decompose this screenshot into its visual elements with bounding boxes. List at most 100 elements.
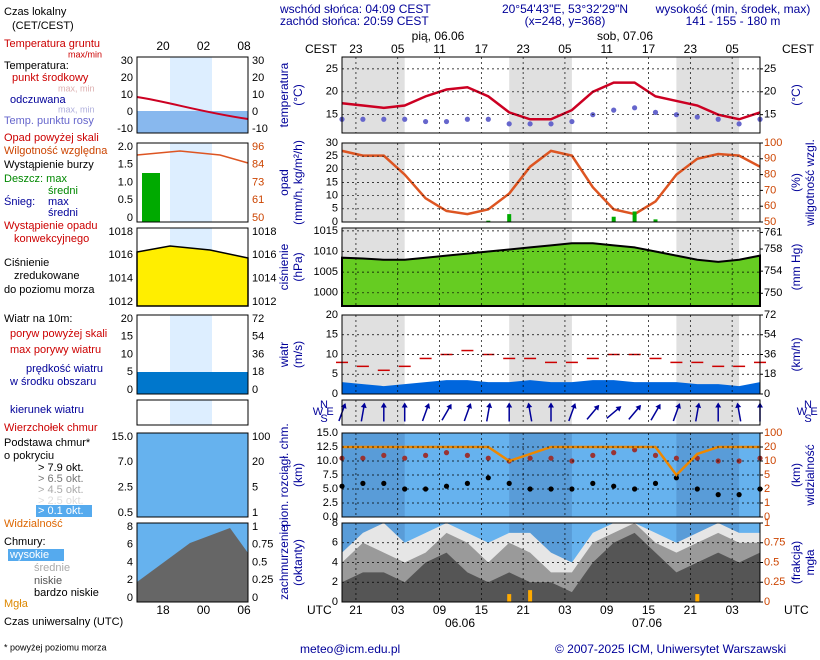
grid-point: (x=248, y=368): [525, 14, 606, 28]
legend-tick-label: 96: [252, 141, 264, 153]
y-tick-label: 7.5: [323, 469, 338, 481]
series-dot: [485, 475, 491, 481]
series-dot: [694, 114, 700, 120]
series-dot: [381, 116, 387, 122]
series-dot: [673, 455, 680, 461]
y2-tick-label: 0.25: [764, 576, 785, 588]
y-axis-label: wiatr: [277, 342, 291, 368]
series-dot: [360, 455, 366, 461]
deco: [136, 245, 249, 307]
y-tick-label: 10: [326, 348, 338, 360]
legend-night: [170, 143, 212, 222]
y2-tick-label: 18: [764, 368, 776, 380]
series-dot: [381, 452, 387, 458]
time-tick-label: 05: [725, 42, 739, 56]
arrow-head: [593, 404, 600, 411]
wind-arrow: [548, 402, 554, 422]
time-tick-label: 09: [433, 603, 447, 617]
legend-tick-label: 1012: [252, 296, 276, 308]
y2-tick-label: 70: [764, 184, 776, 196]
series-dot: [673, 475, 680, 481]
legend-tick-label: 1: [252, 507, 258, 519]
series-dot: [590, 452, 596, 458]
wind-arrow: [606, 406, 622, 419]
time-tick-label: 21: [684, 603, 698, 617]
series-dot: [611, 107, 617, 113]
legend-night: [170, 400, 212, 425]
y-tick-label: 4: [332, 556, 338, 568]
legend-tick-label: 10: [121, 89, 133, 101]
y-tick-label: 12.5: [317, 441, 338, 453]
series-dot: [506, 480, 512, 486]
series-bar: [653, 219, 658, 222]
compass: S: [804, 413, 811, 425]
legend-tick-label: 15: [121, 331, 133, 343]
date-label: 06.06: [445, 616, 475, 630]
legend-label: niskie: [34, 575, 62, 587]
series-dot: [527, 121, 533, 127]
y-tick-label: 8: [332, 517, 338, 529]
arrow-head: [340, 403, 347, 409]
arrow-head: [570, 403, 577, 409]
legend-panel-frame: [136, 522, 249, 603]
time-unit: UTC: [784, 603, 809, 617]
time-tick-label: 03: [391, 603, 405, 617]
series-dot: [736, 458, 742, 464]
legend-label: Wystąpienie burzy: [4, 159, 94, 171]
legend-tick-label: 0: [127, 592, 133, 604]
legend-label: Podstawa chmur*: [4, 437, 91, 449]
y-axis-label: (m/s): [291, 341, 305, 368]
panel-frame: [341, 56, 761, 134]
y2-tick-label: 1: [764, 517, 770, 529]
wind-arrow: [715, 402, 722, 422]
y2-axis-label: (km): [789, 463, 803, 487]
series-dot: [548, 455, 554, 461]
legend-label: max porywy wiatru: [10, 344, 101, 356]
wind-arrow: [506, 402, 513, 422]
legend-label: > 6.5 okt.: [38, 473, 84, 485]
y2-tick-label: 0: [764, 596, 770, 608]
legend-label: Mgła: [4, 598, 29, 610]
wind-arrow: [401, 402, 408, 422]
series-dot: [590, 480, 596, 486]
legend-label: Widzialność: [4, 518, 63, 530]
wind-arrow: [485, 402, 493, 422]
legend-label: bardzo niskie: [34, 587, 99, 599]
legend-tick-label: 10: [252, 89, 264, 101]
y-tick-label: 1015: [314, 225, 338, 237]
date-label: 07.06: [632, 616, 662, 630]
y2-tick-label: 0: [764, 511, 770, 523]
email: meteo@icm.edu.pl: [300, 642, 400, 656]
legend-tick-label: 1018: [252, 226, 276, 238]
legend-label: > 2.5 okt.: [38, 495, 84, 507]
y2-tick-label: 10: [764, 455, 776, 467]
y2-tick-label: 0.75: [764, 537, 785, 549]
y-tick-label: 10.0: [317, 455, 338, 467]
compass: S: [320, 413, 327, 425]
series-dot: [569, 486, 575, 492]
legend-tick-label: 30: [252, 55, 264, 67]
copyright: © 2007-2025 ICM, Uniwersytet Warszawski: [555, 642, 786, 656]
series-dot: [423, 118, 429, 125]
deco: [136, 150, 249, 164]
legend-time-tick: 08: [237, 39, 251, 53]
y2-tick-label: 1: [764, 497, 770, 509]
wind-arrow: [672, 403, 681, 422]
series-dot: [443, 450, 450, 456]
y-tick-label: 25: [326, 63, 338, 75]
series-area: [341, 242, 761, 307]
panel-frame: [341, 522, 761, 603]
y-tick-label: 15.0: [317, 427, 338, 439]
legend-tick-label: 15.0: [112, 431, 133, 443]
series-dot: [632, 447, 638, 453]
y-axis-label: (oktanty): [291, 539, 305, 586]
time-tick-label: 11: [600, 42, 613, 56]
wind-arrow: [650, 403, 661, 421]
arrow-head: [548, 402, 554, 408]
legend-label: poryw powyżej skali: [10, 328, 107, 340]
legend-label: Opad powyżej skali: [4, 132, 99, 144]
legend-label: w środku obszaru: [9, 376, 96, 388]
y-tick-label: 2.5: [323, 497, 338, 509]
time-tick-label: 03: [558, 603, 572, 617]
arrow-head: [615, 406, 622, 412]
